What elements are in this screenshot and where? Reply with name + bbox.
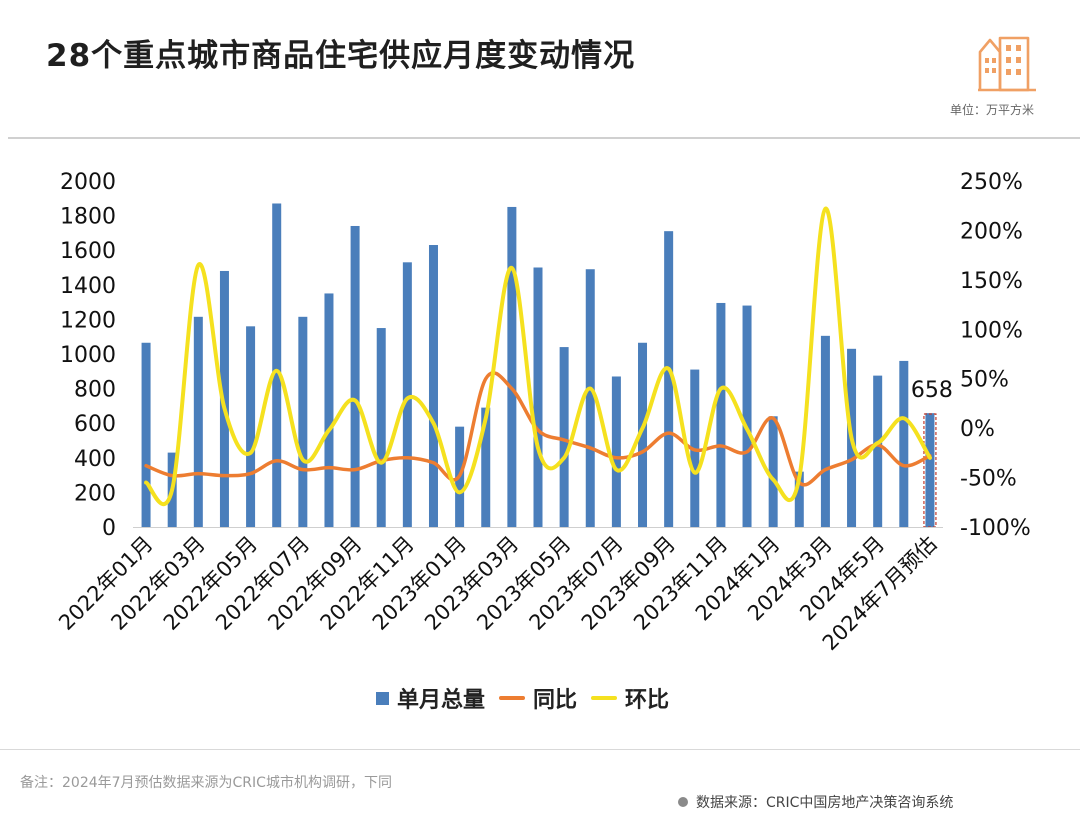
y-left-tick-label: 1000 — [60, 343, 116, 368]
footnote: 备注：2024年7月预估数据来源为CRIC城市机构调研，下同 — [20, 775, 392, 791]
bar — [768, 416, 778, 527]
bar — [402, 262, 412, 527]
bar — [742, 305, 752, 527]
series-line-mom — [144, 206, 932, 507]
bar — [716, 302, 726, 527]
bar — [428, 245, 438, 527]
y-right-tick-label: 100% — [960, 318, 1023, 343]
bar — [533, 267, 543, 527]
y-left-tick-label: 1400 — [60, 274, 116, 299]
y-right-tick-label: 250% — [960, 170, 1023, 195]
bar — [246, 326, 256, 527]
y-left-tick-label: 1200 — [60, 308, 116, 333]
legend-swatch-bars — [376, 691, 389, 705]
y-right-tick-label: 0% — [960, 417, 995, 442]
bar — [585, 269, 595, 527]
data-label-658: 658 — [911, 378, 953, 403]
bar — [141, 342, 151, 527]
y-left-tick-label: 1800 — [60, 205, 116, 230]
y-left-tick-label: 800 — [74, 378, 116, 403]
legend-item-bars: 单月总量 — [376, 682, 485, 714]
bar — [507, 206, 517, 527]
buildings-icon — [978, 36, 1036, 92]
y-left-tick-label: 1600 — [60, 239, 116, 264]
bar — [899, 360, 909, 527]
bar — [272, 203, 282, 528]
unit-label: 单位：万平方米 — [949, 103, 1034, 117]
bar — [611, 376, 621, 527]
legend-item-yoy: 同比 — [499, 682, 577, 714]
bar — [376, 328, 386, 527]
y-right-tick-label: -100% — [960, 516, 1031, 541]
chart-title: 28个重点城市商品住宅供应月度变动情况 — [46, 38, 636, 74]
chart-legend: 单月总量 同比 环比 — [376, 682, 669, 714]
bar — [219, 270, 229, 527]
bar — [324, 293, 334, 527]
legend-swatch-yoy — [499, 696, 526, 700]
legend-label-yoy: 同比 — [533, 688, 578, 713]
y-right-tick-label: 50% — [960, 368, 1009, 393]
y-left-tick-label: 0 — [102, 516, 116, 541]
bar — [350, 225, 360, 528]
legend-label-mom: 环比 — [625, 688, 670, 713]
bar — [925, 413, 935, 527]
y-left-tick-label: 200 — [74, 481, 116, 506]
chart-area: 0 200 400 600 800 1000 1200 1400 1600 1800 2000 -10… — [54, 170, 1031, 655]
footer-divider — [0, 749, 1080, 750]
y-left-tick-label: 400 — [74, 447, 116, 472]
bar — [298, 316, 308, 527]
bar — [820, 335, 830, 527]
bar — [873, 375, 883, 527]
bar — [481, 407, 491, 527]
legend-swatch-mom — [591, 696, 618, 700]
bullet-icon — [678, 797, 688, 807]
header-divider — [8, 137, 1080, 139]
bar — [193, 316, 203, 527]
data-source-label: 数据来源：CRIC中国房地产决策咨询系统 — [696, 795, 954, 811]
y-left-tick-label: 600 — [74, 412, 116, 437]
y-left-tick-label: 2000 — [60, 170, 116, 195]
bar — [638, 342, 648, 527]
legend-label-bars: 单月总量 — [397, 688, 486, 713]
bar — [794, 471, 804, 527]
bar — [559, 347, 569, 527]
legend-item-mom: 环比 — [591, 682, 669, 714]
y-right-tick-label: 200% — [960, 219, 1023, 244]
y-right-tick-label: 150% — [960, 269, 1023, 294]
bar — [664, 231, 674, 528]
y-right-tick-label: -50% — [960, 467, 1017, 492]
data-source: 数据来源：CRIC中国房地产决策咨询系统 — [678, 792, 953, 812]
